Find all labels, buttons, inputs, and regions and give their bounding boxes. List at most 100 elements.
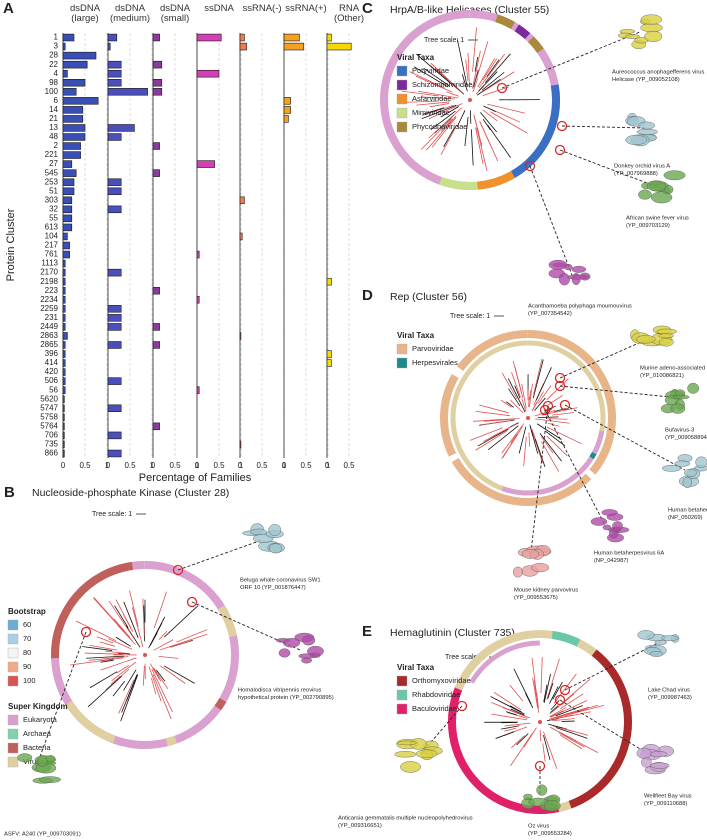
protein-structure: [663, 170, 686, 181]
protein-structure: [646, 180, 667, 192]
protein-structure: [250, 528, 267, 536]
tree-branch: [75, 620, 117, 642]
tree-branch: [82, 646, 113, 651]
y-tick-label: 735: [45, 440, 59, 449]
y-tick-label: 22: [49, 60, 58, 69]
tree-branch: [552, 718, 575, 722]
legend-swatch: [7, 756, 19, 768]
pointer-arrow: [529, 405, 549, 561]
tree-branch: [446, 91, 460, 97]
protein-structure: [37, 755, 48, 768]
tree-branch: [537, 385, 552, 404]
tree-branch: [158, 656, 179, 659]
tree-branch: [476, 127, 488, 172]
tree-branch: [89, 671, 118, 689]
tree-branch: [491, 713, 528, 721]
tree-branch: [169, 640, 190, 648]
pointer-arrow: [561, 125, 646, 129]
tree-branch: [472, 50, 481, 89]
tree-root: [143, 653, 147, 657]
tree-branch: [96, 636, 114, 644]
tree-branch: [543, 731, 558, 769]
y-tick-label: 866: [45, 449, 59, 458]
protein-structure: [651, 191, 673, 204]
pointer-arrow: [559, 699, 656, 759]
x-tick-label: 0.5: [343, 461, 355, 470]
legend-label: Orthomyxoviridae: [412, 676, 471, 685]
taxa-ring: [165, 735, 178, 747]
structure-label: (YP_009703129): [626, 223, 670, 229]
protein-structure: [394, 751, 417, 758]
taxa-ring: [448, 453, 459, 463]
tree-branch: [534, 397, 546, 411]
tree-branch: [514, 735, 525, 745]
tree-branch: [521, 383, 527, 409]
tree-branch: [550, 700, 560, 710]
x-tick-label: 0.5: [124, 461, 136, 470]
y-tick-label: 231: [45, 313, 59, 322]
taxa-ring: [51, 561, 134, 659]
tree-branch: [123, 669, 137, 691]
highlight-node: [534, 760, 546, 772]
structure-label: (YP_009316651): [338, 823, 382, 829]
y-tick-label: 761: [45, 250, 59, 259]
bar: [283, 115, 289, 123]
tree-branch: [534, 418, 570, 424]
pointer-arrow: [177, 539, 263, 571]
y-tick-label: 2170: [40, 268, 58, 277]
tree-branch: [542, 743, 546, 762]
y-tick-label: 1113: [41, 259, 58, 268]
protein-structure: [684, 468, 698, 477]
tree-branch: [84, 652, 123, 655]
tree-branch: [430, 62, 453, 84]
tree-branch: [89, 644, 118, 651]
tree-scale: Tree scale: 1: [92, 511, 132, 518]
x-tick-label: 1: [105, 461, 110, 470]
tree-branch: [553, 673, 577, 704]
tree-branch: [428, 103, 463, 120]
tree-branch: [160, 665, 186, 684]
tree-branch: [456, 110, 466, 128]
panel-title: Rep (Cluster 56): [390, 291, 467, 303]
tree-branch: [504, 727, 517, 732]
tree-branch: [487, 425, 519, 451]
protein-structure: [548, 259, 568, 270]
facet-title: dsDNA (medium): [109, 3, 151, 24]
legend-label: Viruses: [23, 757, 48, 766]
tree-branch: [479, 120, 499, 162]
bar: [107, 341, 122, 349]
tree-branch: [461, 74, 468, 92]
bar: [62, 350, 66, 358]
tree-branch: [148, 666, 162, 702]
bar: [62, 386, 66, 394]
protein-structure: [624, 34, 640, 39]
taxa-ring: [514, 24, 531, 40]
bar: [283, 106, 291, 114]
bar: [107, 431, 122, 440]
structure-label: ORF 10 (YP_001876447): [240, 585, 306, 591]
tree-branch: [529, 425, 534, 437]
tree-branch: [507, 378, 526, 413]
tree-branch: [510, 399, 524, 414]
bar: [152, 323, 160, 331]
tree-branch: [486, 59, 500, 77]
bar: [196, 160, 215, 168]
bar: [107, 205, 122, 214]
bar: [62, 33, 75, 42]
tree-branch: [423, 67, 450, 87]
bar: [152, 33, 160, 42]
bar: [239, 196, 245, 205]
tree-branch: [118, 625, 133, 642]
tree-branch: [150, 677, 157, 695]
structure-label: Bufavirus-3: [665, 428, 694, 434]
tree-branch: [559, 734, 583, 750]
panel-letter: E: [362, 623, 372, 640]
tree-branch: [495, 731, 515, 739]
bar: [62, 69, 68, 78]
tree-branch: [537, 416, 559, 419]
tree-branch: [129, 590, 139, 627]
tree-branch: [481, 71, 505, 91]
protein-structure: [590, 517, 608, 526]
y-tick-label: 217: [45, 241, 59, 250]
tree-branch: [552, 714, 574, 720]
